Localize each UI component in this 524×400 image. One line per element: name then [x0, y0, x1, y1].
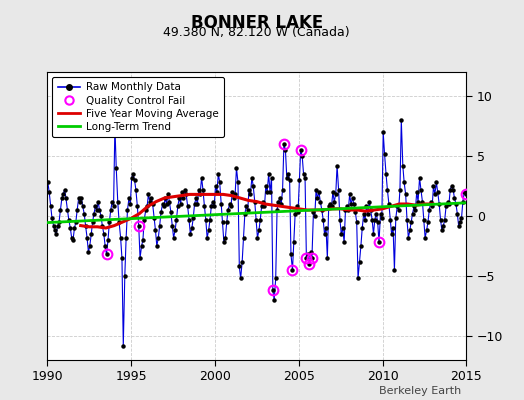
Legend: Raw Monthly Data, Quality Control Fail, Five Year Moving Average, Long-Term Tren: Raw Monthly Data, Quality Control Fail, …	[52, 77, 224, 137]
Text: BONNER LAKE: BONNER LAKE	[191, 14, 323, 32]
Y-axis label: Temperature Anomaly (°C): Temperature Anomaly (°C)	[522, 137, 524, 295]
Text: Berkeley Earth: Berkeley Earth	[379, 386, 461, 396]
Text: 49.380 N, 82.120 W (Canada): 49.380 N, 82.120 W (Canada)	[163, 26, 350, 39]
